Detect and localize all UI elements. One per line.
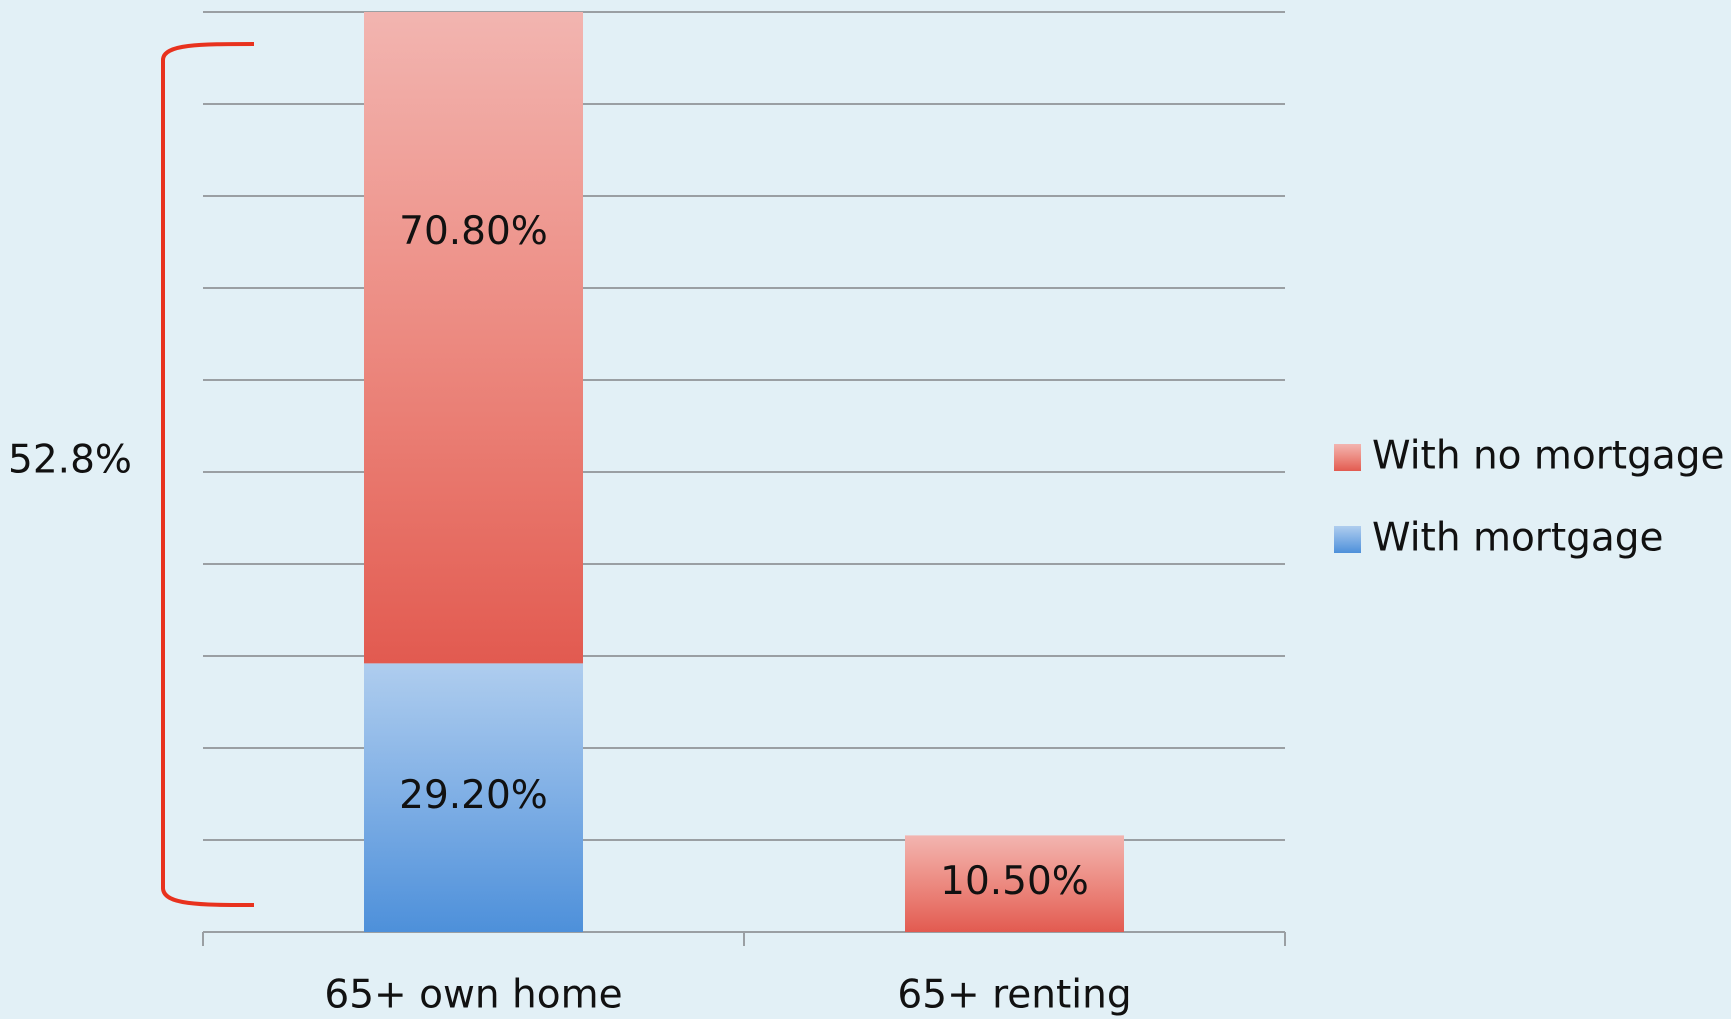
bar-segment: [905, 835, 1124, 932]
legend-swatch: [1334, 444, 1361, 471]
data-label: 70.80%: [399, 209, 548, 254]
x-tick-label: 65+ renting: [897, 973, 1131, 1018]
x-tick-label: 65+ own home: [324, 973, 622, 1018]
legend-label: With no mortgage: [1372, 434, 1725, 479]
legend-swatch: [1334, 526, 1361, 553]
data-label: 29.20%: [399, 773, 548, 818]
bracket: [161, 42, 255, 907]
annotation: 52.8%: [8, 438, 132, 483]
data-label: 10.50%: [940, 859, 1089, 904]
legend-label: With mortgage: [1372, 516, 1664, 561]
bar-segment: [364, 663, 583, 932]
bar-segment: [364, 12, 583, 664]
